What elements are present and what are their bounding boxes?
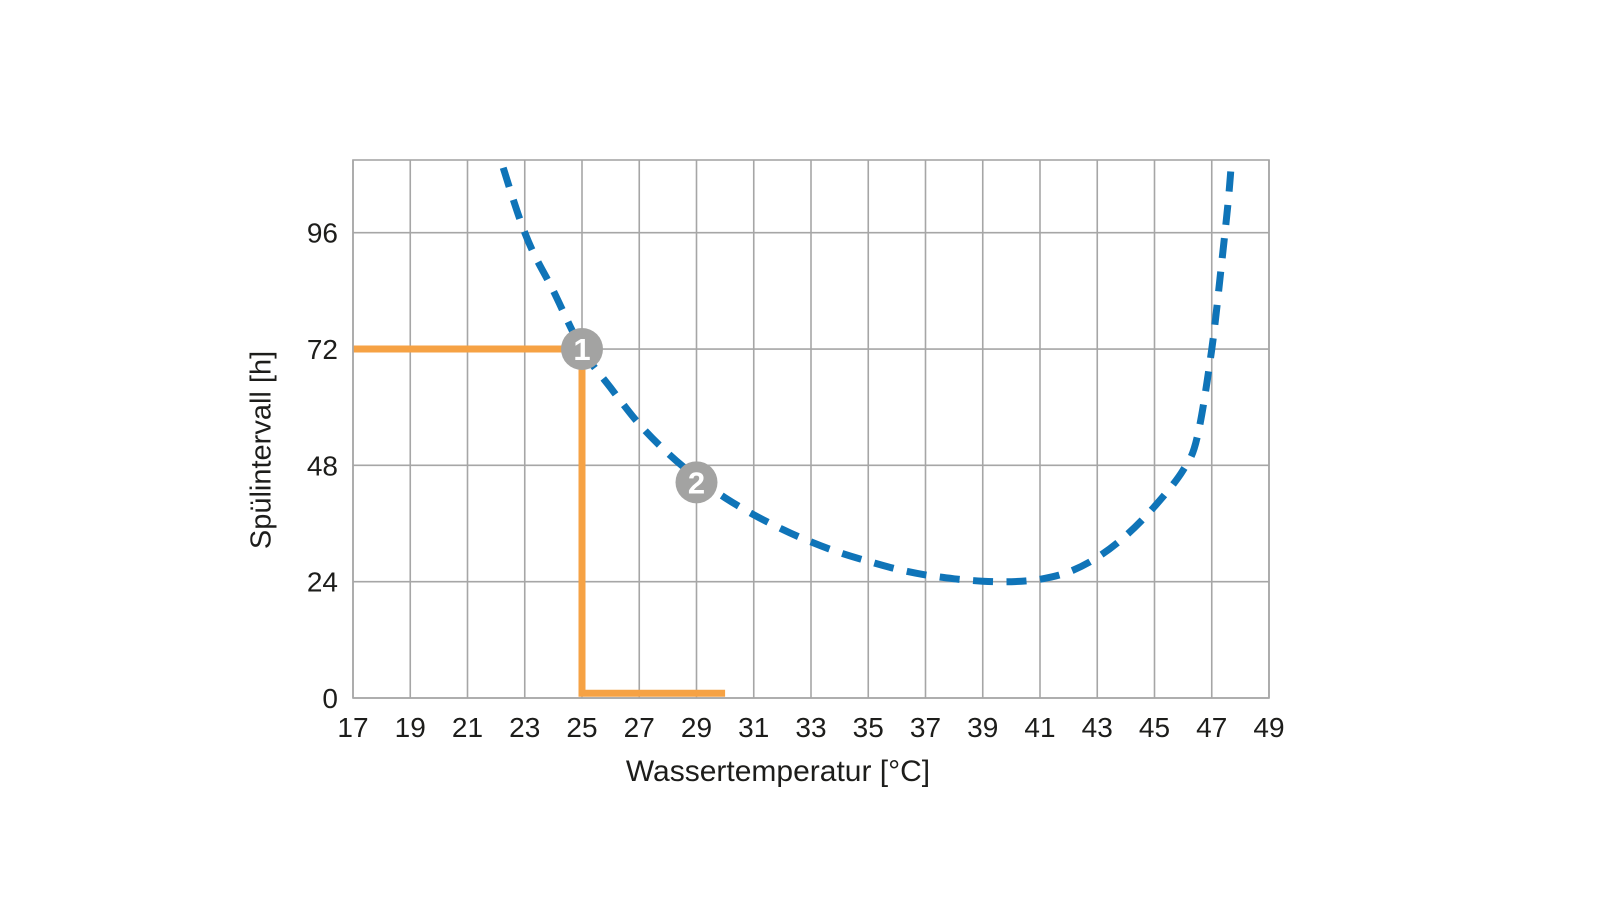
x-tick-label-41: 41: [1024, 712, 1055, 743]
y-tick-label-72: 72: [307, 334, 338, 365]
y-axis-title: Spülintervall [h]: [245, 350, 278, 550]
series-group: [353, 160, 1236, 697]
x-tick-label-45: 45: [1139, 712, 1170, 743]
x-tick-label-37: 37: [910, 712, 941, 743]
y-tick-label-0: 0: [322, 683, 338, 714]
x-tick-label-23: 23: [509, 712, 540, 743]
x-tick-label-27: 27: [624, 712, 655, 743]
grid-lines: [352, 160, 1270, 699]
marker-label-1: 1: [573, 332, 590, 367]
x-tick-label-49: 49: [1253, 712, 1284, 743]
x-tick-label-35: 35: [853, 712, 884, 743]
x-tick-label-29: 29: [681, 712, 712, 743]
y-tick-label-24: 24: [307, 567, 338, 598]
marker-label-2: 2: [688, 465, 705, 500]
marker-circle-2: [675, 461, 718, 504]
x-tick-label-33: 33: [795, 712, 826, 743]
x-tick-label-19: 19: [395, 712, 426, 743]
x-tick-label-39: 39: [967, 712, 998, 743]
x-tick-label-43: 43: [1082, 712, 1113, 743]
x-tick-label-31: 31: [738, 712, 769, 743]
marker-1: 1: [561, 328, 603, 371]
x-tick-label-17: 17: [337, 712, 368, 743]
marker-circle-1: [561, 328, 603, 371]
y-tick-label-96: 96: [307, 218, 338, 249]
y-tick-label-48: 48: [307, 450, 338, 481]
series-line-beispiel-spuelintervall-schritt: [353, 345, 726, 697]
x-tick-label-21: 21: [452, 712, 483, 743]
x-axis-title: Wassertemperatur [°C]: [625, 755, 931, 788]
series-line-spuelintervall-kurve: [497, 160, 1236, 586]
marker-2: 2: [675, 461, 718, 504]
x-tick-label-47: 47: [1196, 712, 1227, 743]
plot-border: [352, 159, 1270, 699]
x-tick-label-25: 25: [566, 712, 597, 743]
